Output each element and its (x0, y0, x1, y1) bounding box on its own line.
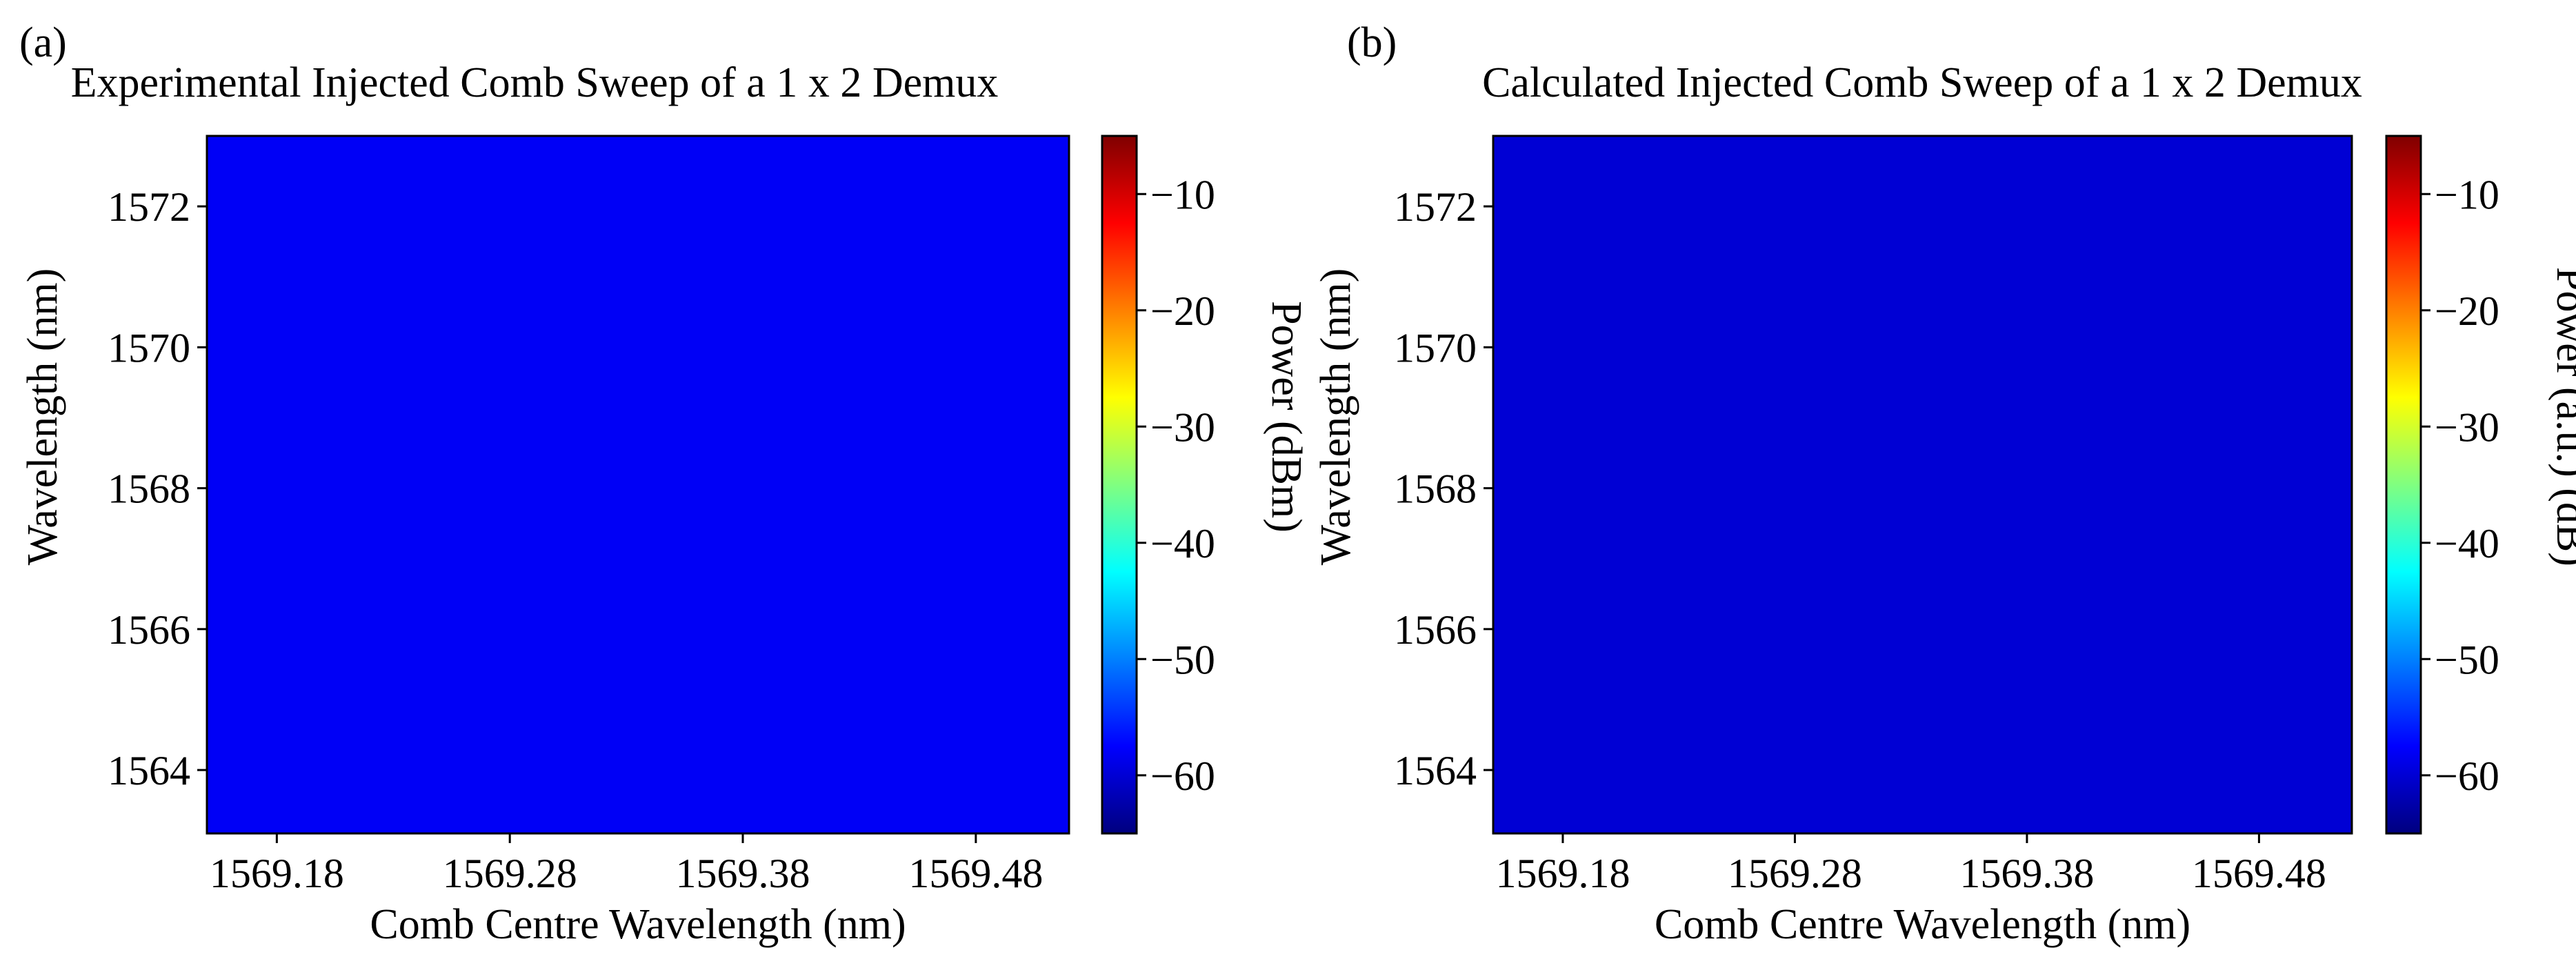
colorbar-tick-label: −20 (1150, 288, 1215, 334)
x-tick-label: 1569.48 (908, 851, 1043, 896)
y-tick-label: 1564 (108, 748, 190, 793)
y-tick-label: 1566 (108, 607, 190, 653)
x-axis-label: Comb Centre Wavelength (nm) (1655, 901, 2190, 948)
chart-title: Calculated Injected Comb Sweep of a 1 x … (1482, 59, 2362, 106)
y-tick-label: 1568 (108, 466, 190, 512)
colorbar-tick-label: −30 (1150, 404, 1215, 450)
colorbar-tick-label: −10 (2435, 172, 2499, 217)
y-tick-label: 1572 (108, 184, 190, 230)
colorbar-tick-label: −60 (1150, 753, 1215, 799)
panel-label: (b) (1347, 19, 1397, 66)
y-tick-label: 1568 (1394, 466, 1477, 512)
y-tick-label: 1572 (1394, 184, 1477, 230)
colorbar-label: Power (dBm) (1263, 301, 1310, 533)
colorbar-tick-label: −50 (2435, 637, 2499, 682)
x-tick-label: 1569.38 (1959, 851, 2094, 896)
x-tick-label: 1569.28 (443, 851, 577, 896)
y-tick-label: 1570 (108, 325, 190, 370)
colorbar-tick-label: −40 (1150, 521, 1215, 566)
colorbar-label: Power (a.u.) (dB) (2548, 267, 2576, 566)
x-tick-label: 1569.38 (676, 851, 810, 896)
colorbar-tick-label: −60 (2435, 753, 2499, 799)
colorbar (1101, 135, 1138, 835)
colorbar-tick-label: −20 (2435, 288, 2499, 334)
heatmap-background (207, 136, 1069, 833)
colorbar (2385, 135, 2422, 835)
x-tick-label: 1569.18 (210, 851, 344, 896)
x-tick-label: 1569.28 (1728, 851, 1862, 896)
x-axis-label: Comb Centre Wavelength (nm) (370, 901, 906, 948)
heatmap-background (1493, 136, 2352, 833)
y-axis-label: Wavelength (nm) (19, 268, 66, 566)
y-axis-label: Wavelength (nm) (1312, 268, 1359, 566)
x-tick-label: 1569.18 (1495, 851, 1630, 896)
chart-title: Experimental Injected Comb Sweep of a 1 … (71, 59, 999, 106)
y-tick-label: 1564 (1394, 748, 1477, 793)
plot-frame (206, 135, 1070, 835)
colorbar-tick-label: −50 (1150, 637, 1215, 682)
colorbar-tick-label: −30 (2435, 404, 2499, 450)
colorbar-tick-label: −40 (2435, 521, 2499, 566)
x-tick-label: 1569.48 (2192, 851, 2326, 896)
panel-label: (a) (19, 19, 67, 66)
y-tick-label: 1570 (1394, 325, 1477, 370)
plot-frame (1492, 135, 2353, 835)
colorbar-tick-label: −10 (1150, 172, 1215, 217)
y-tick-label: 1566 (1394, 607, 1477, 653)
